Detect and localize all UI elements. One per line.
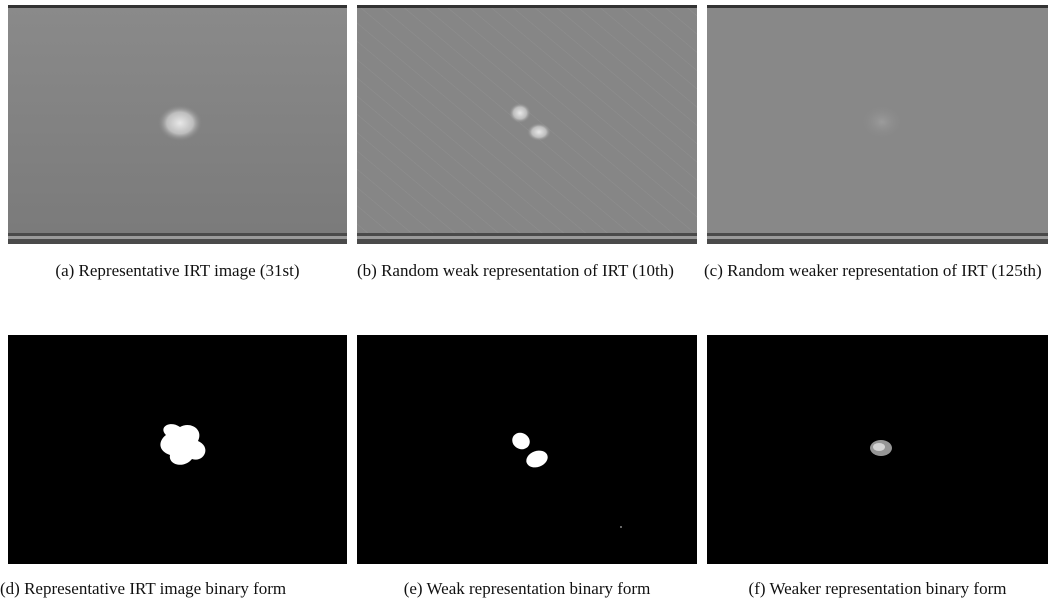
caption: (d) Representative IRT image binary form (0, 576, 350, 601)
caption: (a) Representative IRT image (31st) (8, 258, 347, 283)
irt-image (707, 5, 1048, 244)
irt-image (357, 5, 697, 244)
binary-image (357, 335, 697, 564)
irt-image (8, 5, 347, 244)
caption: (c) Random weaker representation of IRT … (704, 258, 1054, 283)
caption: (e) Weak representation binary form (357, 576, 697, 601)
binary-image (707, 335, 1048, 564)
caption: (f) Weaker representation binary form (707, 576, 1048, 601)
binary-image (8, 335, 347, 564)
figure: (a) Representative IRT image (31st) (b) … (0, 0, 1056, 602)
caption: (b) Random weak representation of IRT (1… (357, 258, 702, 283)
